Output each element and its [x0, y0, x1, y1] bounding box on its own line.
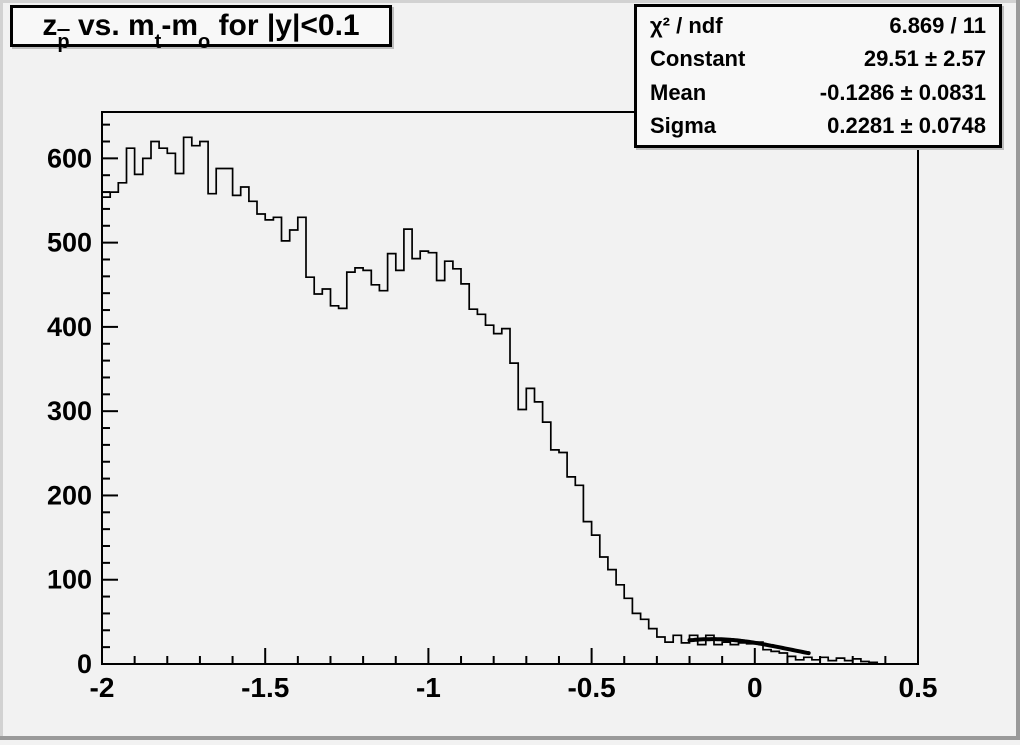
stat-row-0: χ² / ndf 6.869 / 11: [637, 13, 999, 39]
y-axis-label: 500: [47, 228, 92, 258]
gaussian-fit-curve: [687, 637, 811, 656]
x-axis-label: 0: [747, 672, 763, 703]
title-segment: o: [198, 31, 211, 53]
title-segment: p: [57, 31, 70, 53]
histogram-step-line: [102, 136, 918, 665]
title-segment: z: [42, 9, 58, 42]
x-axis-label: 0.5: [899, 672, 938, 703]
x-axis-label: -0.5: [567, 672, 615, 703]
stat-value: 29.51 ± 2.57: [863, 46, 986, 72]
stat-value: -0.1286 ± 0.0831: [819, 79, 986, 105]
stat-label: Mean: [650, 79, 707, 105]
title-segment: t: [154, 31, 162, 53]
title-segment: vs. m: [69, 9, 155, 42]
title-segment: for |y|<0.1: [210, 9, 360, 42]
plot-title-box: zp vs. mt-mo for |y|<0.1: [10, 5, 392, 52]
fit-stats-box: χ² / ndf 6.869 / 11 Constant 29.51 ± 2.57 Me…: [634, 4, 1002, 148]
x-axis-label: -1: [416, 672, 441, 703]
stat-row-3: Sigma 0.2281 ± 0.0748: [637, 113, 999, 139]
stat-row-2: Mean -0.1286 ± 0.0831: [637, 80, 999, 106]
stat-row-1: Constant 29.51 ± 2.57: [637, 46, 999, 72]
title-segment: -m: [161, 9, 199, 42]
stat-label: Constant: [650, 46, 746, 72]
stat-value: 6.869 / 11: [889, 12, 986, 38]
x-axis-label: -2: [90, 672, 115, 703]
stat-label: χ² / ndf: [650, 12, 723, 38]
y-axis-label: 0: [77, 649, 92, 679]
plot-frame: [101, 111, 919, 665]
y-axis-label: 600: [47, 143, 92, 173]
x-axis-label: -1.5: [241, 672, 289, 703]
plot-title: zp vs. mt-mo for |y|<0.1: [42, 9, 360, 52]
y-axis-label: 400: [47, 312, 92, 342]
stat-value: 0.2281 ± 0.0748: [827, 113, 986, 139]
y-axis-label: 300: [47, 396, 92, 426]
y-axis-label: 200: [47, 480, 92, 510]
stat-label: Sigma: [650, 113, 717, 139]
y-axis-label: 100: [47, 565, 92, 595]
